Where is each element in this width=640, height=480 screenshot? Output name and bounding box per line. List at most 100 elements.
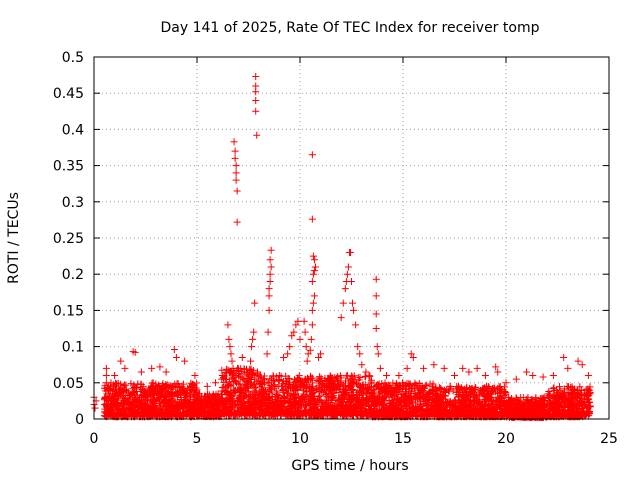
data-point [372, 382, 380, 390]
data-point [354, 343, 362, 351]
data-point [114, 399, 122, 407]
data-point [295, 372, 303, 380]
data-point [449, 410, 457, 418]
data-point [243, 384, 251, 392]
data-point [422, 392, 430, 400]
data-point [374, 350, 382, 358]
data-point [486, 390, 494, 397]
data-point [537, 411, 545, 419]
x-tick-label: 0 [90, 431, 99, 447]
data-point [155, 381, 163, 389]
data-point [406, 389, 414, 397]
data-point [271, 384, 279, 392]
data-point [108, 395, 116, 403]
data-point [425, 388, 433, 396]
data-point [229, 397, 237, 405]
data-point [277, 372, 285, 380]
data-point [129, 385, 137, 393]
data-point [354, 373, 362, 381]
data-point [204, 401, 212, 409]
data-point [300, 317, 308, 325]
data-point [149, 390, 157, 398]
data-point [401, 398, 409, 406]
data-point [266, 277, 274, 285]
data-point [362, 389, 370, 397]
data-point [323, 393, 331, 401]
data-point [350, 306, 358, 314]
data-point [231, 411, 239, 419]
data-point [259, 387, 267, 395]
data-point [163, 382, 171, 390]
data-point [252, 96, 260, 104]
data-point [287, 409, 295, 417]
data-point [468, 402, 476, 410]
data-point [280, 398, 288, 406]
data-point [189, 380, 197, 388]
data-point [410, 392, 418, 400]
data-point [244, 377, 252, 385]
data-point [232, 176, 240, 184]
data-point [294, 409, 302, 417]
data-point [257, 373, 265, 381]
data-point [412, 381, 420, 389]
data-point [275, 372, 283, 380]
data-point [311, 406, 319, 414]
data-point [558, 395, 566, 403]
data-point [284, 389, 292, 397]
data-point [212, 379, 220, 387]
data-point [164, 409, 172, 417]
data-point [381, 379, 389, 387]
data-point [253, 368, 261, 376]
data-point [176, 411, 184, 419]
data-point [374, 394, 382, 402]
data-point [269, 411, 277, 419]
data-point [207, 400, 215, 408]
data-point [266, 410, 274, 418]
data-point [183, 393, 191, 401]
data-point [341, 401, 349, 409]
data-point [248, 401, 256, 409]
data-point [290, 376, 298, 384]
data-point [136, 402, 144, 410]
data-point [482, 400, 490, 408]
data-point [446, 398, 454, 406]
data-point [414, 384, 422, 392]
data-point [564, 364, 572, 372]
data-point [440, 364, 448, 372]
data-point [496, 412, 504, 420]
data-point [397, 406, 405, 414]
data-point [343, 270, 351, 278]
data-point [444, 412, 452, 420]
data-point [379, 406, 387, 414]
data-point [352, 410, 360, 418]
data-point [392, 385, 400, 393]
y-tick-label: 0.3 [62, 195, 84, 211]
data-point [149, 405, 157, 413]
data-point [539, 373, 547, 381]
data-point [102, 364, 110, 372]
data-point [225, 381, 233, 389]
data-point [266, 256, 274, 264]
data-point [200, 403, 208, 411]
data-point [242, 411, 250, 419]
data-point [174, 390, 182, 398]
data-point [232, 386, 240, 394]
data-point [518, 410, 526, 418]
data-point [334, 382, 342, 390]
data-point [344, 409, 352, 417]
data-point [352, 397, 360, 405]
data-point [293, 384, 301, 392]
data-point [511, 412, 519, 420]
data-point [522, 409, 530, 417]
data-point [172, 353, 180, 361]
data-point [330, 392, 338, 400]
data-point [261, 386, 269, 394]
data-point [401, 392, 409, 400]
data-point [418, 386, 426, 394]
data-point [585, 410, 593, 418]
data-point [311, 263, 319, 271]
data-point [481, 372, 489, 380]
data-point [282, 411, 290, 419]
data-point [231, 154, 239, 162]
data-point [308, 215, 316, 223]
